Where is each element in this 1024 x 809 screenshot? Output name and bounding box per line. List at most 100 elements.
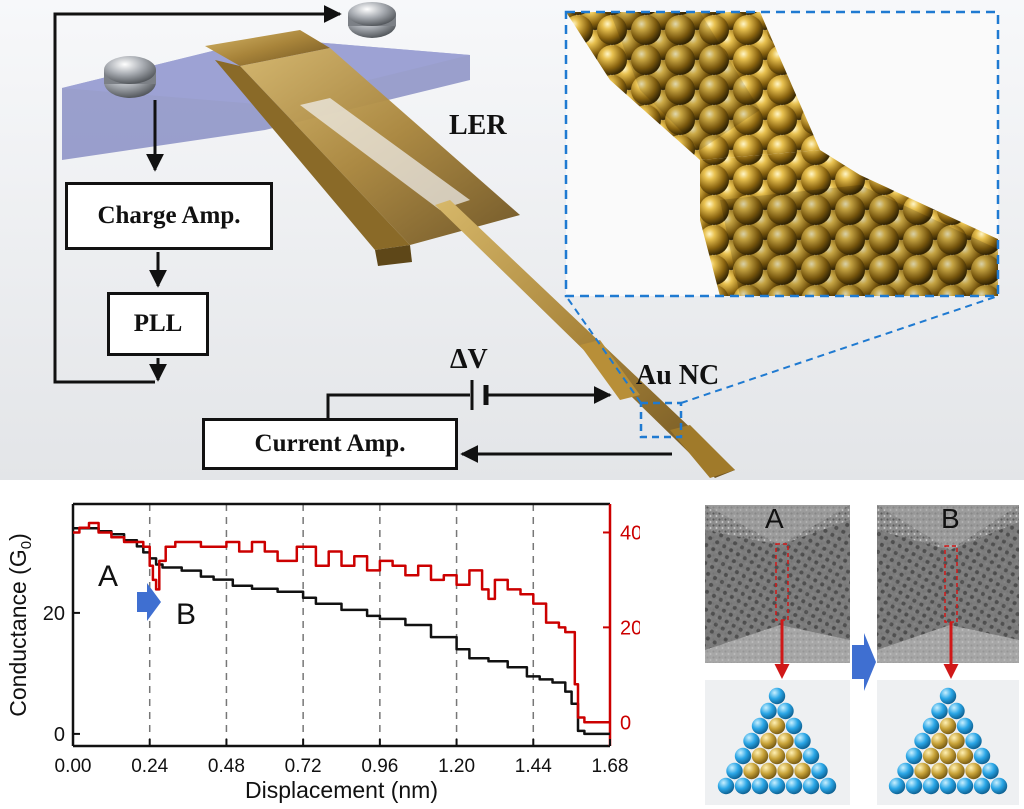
surface-atom xyxy=(734,747,752,765)
surface-atom xyxy=(956,777,974,795)
surface-atom xyxy=(897,762,914,780)
y-right-tick-label-0: 0 xyxy=(620,712,631,734)
surface-atom xyxy=(811,762,828,780)
y-left-axis-label: Conductance (G0) xyxy=(5,533,35,717)
conductance-stiffness-chart: 0.00 0.24 0.48 0.72 0.96 1.20 1.44 1.68 0 20 0 20 40… xyxy=(0,482,640,809)
surface-atom xyxy=(982,762,999,780)
gold-atom xyxy=(922,747,940,765)
surface-atom xyxy=(751,777,769,795)
conductance-series-line xyxy=(73,526,610,736)
x-tick-label-5: 1.20 xyxy=(438,756,475,777)
feedback-wire xyxy=(53,5,342,384)
voltage-label: ΔV xyxy=(450,344,488,375)
atomic-model-a xyxy=(717,687,837,795)
gold-atom xyxy=(760,762,777,780)
surface-atom xyxy=(939,777,957,795)
probe-tip xyxy=(435,200,735,478)
surface-atom xyxy=(717,777,735,795)
surface-atom xyxy=(990,777,1008,795)
charge-amp-box: Charge Amp. xyxy=(65,182,273,250)
surface-atom xyxy=(802,747,820,765)
x-tick-label-4: 0.96 xyxy=(361,756,398,777)
surface-atom xyxy=(922,717,940,735)
transition-arrow-icon xyxy=(852,633,876,691)
au-nc-label: Au NC xyxy=(636,360,720,391)
x-tick-label-1: 0.24 xyxy=(131,756,168,777)
y-left-tick-label-1: 20 xyxy=(43,603,65,625)
surface-atom xyxy=(905,747,923,765)
surface-atom xyxy=(768,777,786,795)
x-tick-label-3: 0.72 xyxy=(285,756,322,777)
surface-atom xyxy=(939,687,957,705)
tem-a-label: A xyxy=(765,503,784,534)
surface-atom xyxy=(931,702,948,720)
surface-atom xyxy=(802,777,820,795)
surface-atom xyxy=(922,777,940,795)
gold-atom xyxy=(760,732,777,750)
gold-atom xyxy=(956,747,974,765)
point-b-label: B xyxy=(176,598,196,631)
surface-atom xyxy=(905,777,923,795)
surface-atom xyxy=(965,732,982,750)
gold-atom xyxy=(948,762,965,780)
surface-atom xyxy=(956,717,974,735)
surface-atom xyxy=(888,777,906,795)
inset-frame xyxy=(564,10,1000,298)
surface-atom xyxy=(914,732,931,750)
surface-atom xyxy=(794,732,811,750)
x-tick-label-2: 0.48 xyxy=(208,756,245,777)
y-right-tick-label-2: 40 xyxy=(620,522,640,544)
current-amp-label: Current Amp. xyxy=(254,430,406,457)
gold-atom xyxy=(777,732,794,750)
gold-atom xyxy=(751,747,769,765)
gold-atom xyxy=(777,762,794,780)
tem-panel xyxy=(705,505,1019,805)
y-right-tick-label-1: 20 xyxy=(620,617,640,639)
surface-atom xyxy=(734,777,752,795)
surface-atom xyxy=(768,687,786,705)
y-left-tick-label-0: 0 xyxy=(54,724,65,746)
tem-image-b xyxy=(877,505,1019,663)
gold-atom xyxy=(939,717,957,735)
x-tick-label-0: 0.00 xyxy=(55,756,92,777)
x-axis-label: Displacement (nm) xyxy=(245,777,438,803)
x-tick-label-7: 1.68 xyxy=(592,756,629,777)
gold-atom xyxy=(965,762,982,780)
surface-atom xyxy=(973,777,991,795)
gold-atom xyxy=(931,732,948,750)
surface-atom xyxy=(948,702,965,720)
surface-atom xyxy=(973,747,991,765)
ler-resonator xyxy=(205,30,330,66)
surface-atom xyxy=(743,732,760,750)
gold-atom xyxy=(931,762,948,780)
tem-b-label: B xyxy=(941,503,960,534)
pll-label: PLL xyxy=(133,310,183,337)
gold-atom xyxy=(914,762,931,780)
gold-atom xyxy=(785,747,803,765)
gold-atom xyxy=(743,762,760,780)
surface-atom xyxy=(785,777,803,795)
point-a-label: A xyxy=(98,560,118,593)
tem-image-a xyxy=(705,505,850,663)
wire-to-battery xyxy=(326,393,470,418)
surface-atom xyxy=(777,702,794,720)
gold-atom xyxy=(768,717,786,735)
surface-atom xyxy=(785,717,803,735)
pll-box: PLL xyxy=(107,292,209,356)
gold-atom xyxy=(939,747,957,765)
gold-atom xyxy=(948,732,965,750)
schematic-illustration xyxy=(0,0,1024,480)
surface-atom xyxy=(819,777,837,795)
surface-atom xyxy=(760,702,777,720)
surface-atom xyxy=(751,717,769,735)
ler-label: LER xyxy=(449,110,507,141)
gold-atom xyxy=(794,762,811,780)
atomic-model-b xyxy=(888,687,1008,795)
atomic-inset xyxy=(566,12,998,296)
gold-atom xyxy=(768,747,786,765)
current-amp-box: Current Amp. xyxy=(202,418,458,470)
stiffness-series-line xyxy=(73,521,610,724)
surface-atom xyxy=(726,762,743,780)
charge-amp-label: Charge Amp. xyxy=(97,202,241,229)
